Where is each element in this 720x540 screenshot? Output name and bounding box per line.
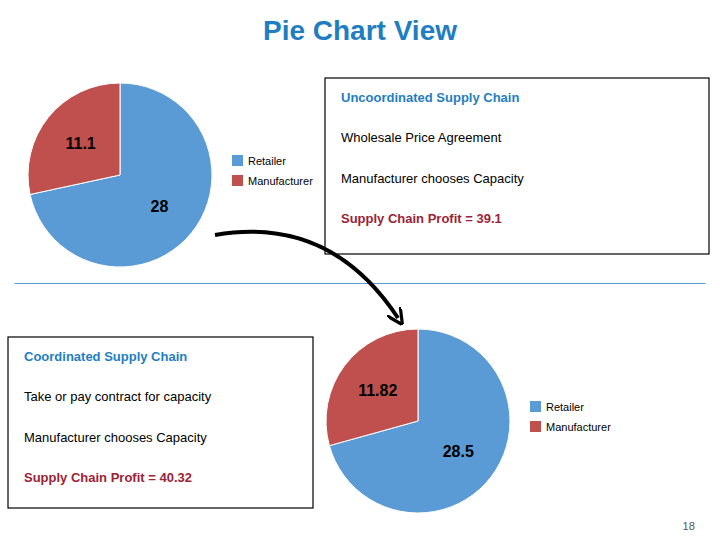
pie-slice bbox=[326, 329, 418, 446]
annotation-box: Uncoordinated Supply Chain Wholesale Pric… bbox=[325, 78, 709, 254]
box-title: Coordinated Supply Chain bbox=[24, 349, 187, 364]
data-label: 11.82 bbox=[358, 382, 397, 399]
box-frame bbox=[325, 78, 709, 254]
data-label: 11.1 bbox=[65, 135, 95, 152]
legend-swatch bbox=[530, 421, 541, 432]
box-line: Wholesale Price Agreement bbox=[341, 130, 502, 145]
box-frame bbox=[8, 337, 313, 508]
box-line: Manufacturer chooses Capacity bbox=[341, 171, 524, 186]
box-line: Take or pay contract for capacity bbox=[24, 389, 212, 404]
legend: Retailer Manufacturer bbox=[232, 155, 313, 187]
legend-item: Manufacturer bbox=[530, 421, 611, 433]
pie: 28 11.1 bbox=[28, 83, 212, 267]
legend-item: Retailer bbox=[232, 155, 286, 167]
legend-item: Manufacturer bbox=[232, 175, 313, 187]
annotation-box: Coordinated Supply Chain Take or pay cont… bbox=[8, 337, 313, 508]
data-label: 28 bbox=[150, 198, 168, 215]
legend-label: Retailer bbox=[248, 155, 286, 167]
pie: 28.5 11.82 bbox=[326, 329, 510, 513]
legend-label: Retailer bbox=[546, 401, 584, 413]
profit-line: Supply Chain Profit = 40.32 bbox=[24, 470, 192, 485]
legend-item: Retailer bbox=[530, 401, 584, 413]
page-number: 18 bbox=[683, 520, 695, 532]
legend-swatch bbox=[530, 401, 541, 412]
divider bbox=[14, 283, 705, 284]
legend-label: Manufacturer bbox=[546, 421, 611, 433]
page: Pie Chart View 28 11.1 Retailer Manufacturer… bbox=[0, 0, 720, 540]
legend: Retailer Manufacturer bbox=[530, 401, 611, 433]
data-label: 28.5 bbox=[443, 443, 474, 460]
box-title: Uncoordinated Supply Chain bbox=[341, 90, 519, 105]
legend-swatch bbox=[232, 155, 243, 166]
pie-slice bbox=[28, 83, 120, 194]
box-line: Manufacturer chooses Capacity bbox=[24, 430, 207, 445]
profit-line: Supply Chain Profit = 39.1 bbox=[341, 211, 502, 226]
legend-label: Manufacturer bbox=[248, 175, 313, 187]
title: Pie Chart View bbox=[263, 15, 457, 46]
legend-swatch bbox=[232, 175, 243, 186]
arrow bbox=[215, 232, 398, 318]
